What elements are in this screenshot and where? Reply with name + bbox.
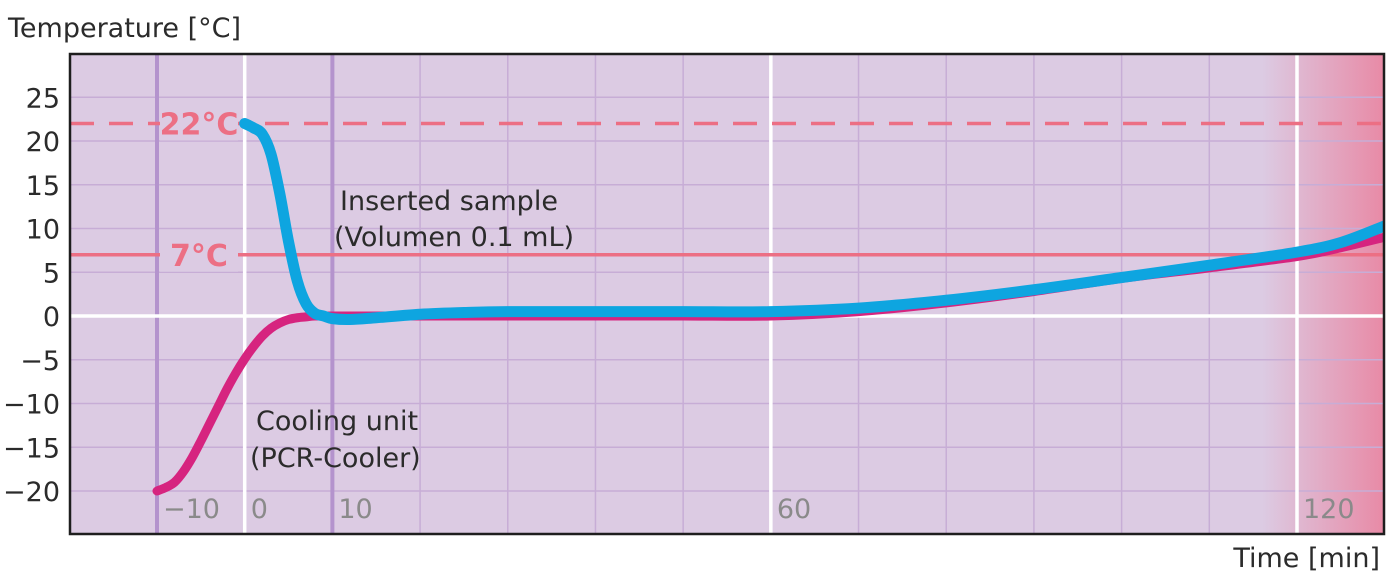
- y-tick-label: 5: [43, 258, 60, 289]
- plot-area: [70, 54, 1384, 534]
- reference-label-1: 7°C: [170, 239, 228, 274]
- x-tick-label: 120: [1303, 494, 1355, 525]
- y-tick-label: 20: [26, 127, 60, 158]
- cooler-label-line2: (PCR-Cooler): [250, 443, 421, 474]
- y-tick-label: −15: [3, 433, 60, 464]
- y-tick-label: 25: [26, 83, 60, 114]
- reference-label-0: 22°C: [160, 108, 239, 143]
- series-line-1: [239, 118, 1384, 326]
- reference-label-bg: [160, 237, 238, 272]
- y-tick-label: −10: [3, 390, 60, 421]
- plot-border: [68, 52, 1386, 536]
- cooler-label-line1: Cooling unit: [256, 406, 418, 437]
- x-tick-label: 10: [338, 494, 372, 525]
- y-tick-label: −5: [20, 346, 60, 377]
- y-tick-label: 10: [26, 215, 60, 246]
- sample-label-line2: (Volumen 0.1 mL): [334, 222, 574, 253]
- reference-label-bg: [160, 106, 238, 141]
- x-tick-label: 0: [251, 494, 268, 525]
- y-tick-label: −20: [3, 477, 60, 508]
- y-axis-title: Temperature [°C]: [7, 13, 241, 44]
- x-axis-title: Time [min]: [1232, 543, 1380, 574]
- x-tick-label: −10: [163, 494, 220, 525]
- y-tick-label: 0: [43, 302, 60, 333]
- warm-zone-gradient: [1262, 54, 1384, 534]
- sample-label-line1: Inserted sample: [340, 186, 558, 217]
- y-tick-label: 15: [26, 171, 60, 202]
- x-tick-label: 60: [777, 494, 811, 525]
